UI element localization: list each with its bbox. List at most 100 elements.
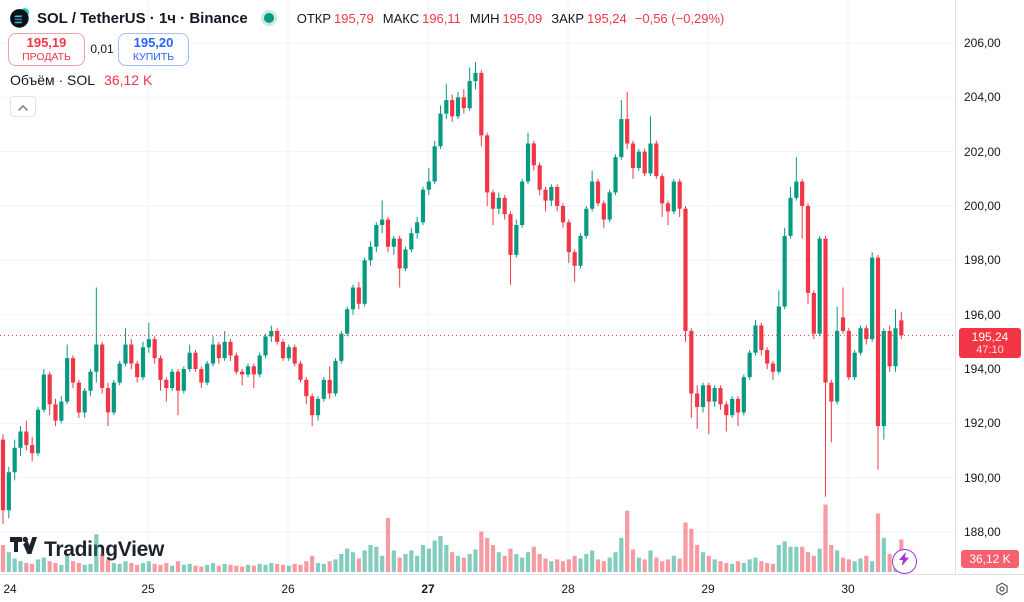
- time-axis-label: 25: [141, 582, 155, 596]
- price-axis-label: 202,00: [964, 144, 1001, 159]
- candle: [327, 379, 332, 394]
- candle: [216, 344, 221, 359]
- candle: [794, 181, 799, 198]
- volume-bar: [578, 558, 583, 572]
- candle: [846, 330, 851, 378]
- volume-bar: [321, 563, 326, 572]
- volume-bar: [170, 565, 175, 572]
- candle: [630, 143, 636, 168]
- price-axis-label: 206,00: [964, 36, 1001, 50]
- candle: [35, 409, 41, 454]
- candle: [531, 143, 536, 166]
- quick-trade-button[interactable]: [892, 549, 917, 574]
- candle: [275, 330, 280, 342]
- volume-bar: [24, 563, 29, 572]
- market-status-icon[interactable]: [263, 13, 274, 23]
- volume-bar: [846, 559, 851, 572]
- sell-price: 195,19: [26, 34, 67, 50]
- candle: [817, 238, 822, 334]
- volume-bar: [712, 559, 717, 572]
- candle: [356, 287, 361, 304]
- volume-bar: [852, 561, 857, 572]
- volume-bar: [409, 550, 414, 572]
- volume-bar: [105, 559, 111, 572]
- volume-bar: [765, 563, 770, 572]
- volume-bar: [625, 510, 630, 572]
- candle: [82, 390, 87, 413]
- volume-bar: [94, 534, 99, 572]
- volume-bar: [391, 550, 396, 572]
- candle: [234, 355, 239, 372]
- candle: [654, 143, 659, 177]
- candle: [782, 235, 787, 307]
- candle: [170, 371, 175, 389]
- symbol-title[interactable]: SOL / TetherUS · 1ч · Binance: [37, 9, 248, 27]
- chart-canvas[interactable]: [0, 0, 955, 574]
- candle: [467, 81, 472, 109]
- candle: [205, 363, 210, 383]
- sol-logo-icon: [10, 8, 30, 28]
- volume-bar: [514, 554, 519, 572]
- candle: [438, 113, 443, 147]
- candle: [537, 165, 542, 190]
- candle: [636, 151, 641, 168]
- candle: [30, 445, 35, 454]
- candle: [6, 472, 11, 511]
- volume-bar: [735, 561, 741, 572]
- volume-bar: [385, 518, 391, 572]
- volume-bar: [374, 546, 379, 572]
- volume-bar: [776, 545, 781, 572]
- volume-bar: [380, 555, 385, 572]
- volume-bar: [403, 554, 408, 572]
- time-axis-label: 29: [701, 582, 715, 596]
- volume-bar: [432, 540, 437, 572]
- current-price-badge: 195,24 47:10: [959, 328, 1021, 358]
- volume-bar: [718, 561, 723, 572]
- candlestick-chart[interactable]: TradingView SOL / TetherUS · 1ч · Binanc…: [0, 0, 955, 574]
- volume-bar: [339, 554, 344, 572]
- volume-bar: [35, 559, 41, 572]
- candle: [864, 328, 869, 340]
- volume-bar: [496, 552, 501, 572]
- lightning-icon: [899, 552, 910, 571]
- candle: [164, 379, 169, 389]
- tradingview-logo[interactable]: TradingView: [10, 536, 164, 563]
- volume-bar: [473, 549, 478, 572]
- volume-bar: [415, 555, 420, 572]
- scale-settings-icon[interactable]: [992, 579, 1012, 599]
- time-scale[interactable]: 24 25 26 27 28 29 30: [0, 574, 1024, 602]
- time-axis-label: 24: [3, 582, 17, 596]
- candle: [321, 379, 326, 399]
- volume-bar: [590, 550, 595, 572]
- candle: [735, 398, 741, 413]
- candle: [502, 197, 507, 215]
- candle: [187, 352, 192, 370]
- candle: [689, 330, 694, 394]
- candle: [584, 208, 589, 236]
- legend-change: −0,56 (−0,29%): [634, 10, 725, 26]
- volume-bar: [770, 563, 776, 572]
- candle: [665, 203, 671, 212]
- time-axis-label: 27: [421, 582, 435, 596]
- candle: [135, 363, 140, 378]
- volume-bar: [304, 561, 309, 572]
- volume-bar: [875, 513, 881, 572]
- volume-bar: [864, 555, 869, 572]
- candle: [409, 233, 414, 250]
- volume-bar: [823, 504, 828, 572]
- price-axis-label: 204,00: [964, 90, 1001, 105]
- price-scale[interactable]: 206,00 204,00 202,00 200,00 198,00 196,00 194,…: [955, 0, 1024, 574]
- candle: [730, 398, 735, 416]
- candle: [642, 151, 647, 174]
- candle: [776, 306, 781, 372]
- candle: [829, 382, 834, 402]
- watermark-text: TradingView: [44, 537, 165, 561]
- buy-button[interactable]: 195,20 КУПИТЬ: [118, 33, 189, 66]
- candle: [765, 349, 770, 364]
- candle: [444, 100, 449, 114]
- collapse-panel-button[interactable]: [10, 96, 36, 117]
- candle: [718, 388, 723, 405]
- volume-bar: [858, 558, 863, 572]
- sell-button[interactable]: 195,19 ПРОДАТЬ: [8, 33, 85, 66]
